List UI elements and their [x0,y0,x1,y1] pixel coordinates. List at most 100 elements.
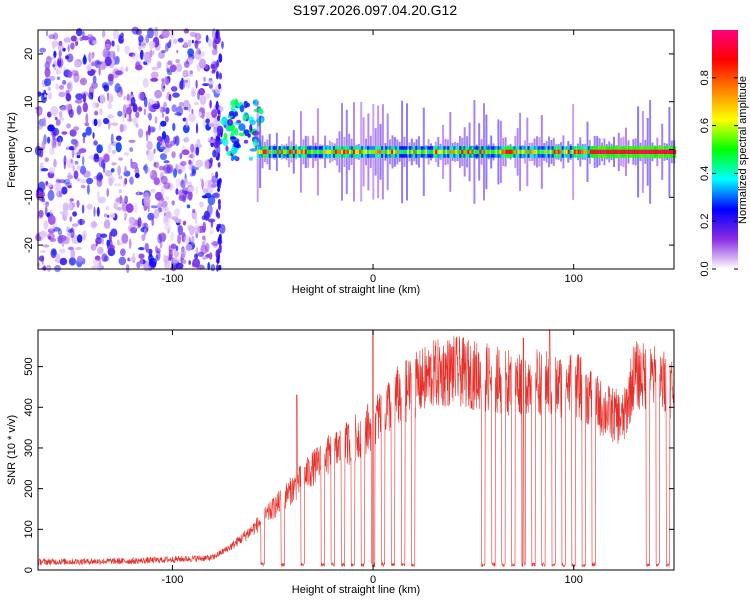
spectrogram-cell [153,208,160,219]
spectrogram-cell [195,159,204,168]
spectrogram-cell [154,116,158,124]
spectrogram-cell [182,220,187,226]
spectrogram-cell [521,149,524,154]
spectrogram-cell [182,259,187,265]
spectrogram-cell [639,149,643,154]
spectrogram-cell [55,83,59,90]
spectrogram-cell [662,149,665,154]
spectrogram-cell [209,228,214,235]
spectrogram-cell [107,114,114,119]
spectrogram-cell [211,172,215,179]
spectrogram-cell [51,40,59,47]
spectrogram-cell [142,77,149,88]
spectrogram-cell [178,80,186,90]
spectrogram-cell [455,149,458,154]
spectrogram-cell [134,172,140,179]
spectrogram-cell [128,139,136,143]
spectrogram-cell [226,119,234,126]
spectrogram-cell [151,128,155,133]
spectrogram-cell [330,149,334,154]
spectrogram-cell [103,219,111,230]
spectrogram-cell [215,29,219,39]
spectrogram-cell [135,111,140,118]
spectrogram-cell [253,139,258,148]
spectrogram-cell [137,190,140,196]
spectrogram-cell [58,234,67,242]
spectrogram-cell [155,245,158,254]
snr-y-tick-label: 0 [23,567,35,573]
snr-x-ticks: -100 0 100 [161,330,583,586]
spectrogram-cell [163,164,171,174]
spectrogram-cell [256,149,259,154]
spectrogram-cell [89,40,92,45]
spectrogram-cell [615,149,618,154]
spectrogram-cell [76,255,83,263]
spectrogram-cell [86,65,92,72]
spectrogram-cell [107,103,113,110]
spectrogram-cell [185,243,193,252]
spectrogram-cell [110,122,119,126]
spectrogram-cell [173,249,179,258]
spectrogram-cell [183,61,190,68]
spectrogram-cell [188,159,192,165]
spectrogram-cell [138,247,145,251]
spectrogram-cell [157,233,163,244]
snr-x-label: Height of straight line (km) [292,584,420,596]
spectrogram-cell [613,149,616,154]
spectrogram-x-ticks: -100 0 100 [161,30,583,285]
spectrogram-cell [233,141,240,148]
spectrogram-cell [475,149,478,154]
spectrogram-cell [201,179,204,190]
spectrogram-cell [469,149,472,154]
spectrogram-cell [122,111,125,122]
spectrogram-cell [96,144,103,154]
spectrogram-cell [199,144,203,148]
spectrogram-cell [117,165,121,176]
spectrogram-cell [220,118,228,126]
spectrogram-cell [205,34,209,43]
spectrogram-cell [222,138,229,147]
spectrogram-cell [395,149,398,154]
spectrogram-cell [160,146,166,150]
spectrogram-cell [183,41,188,48]
spectrogram-cell [278,149,281,154]
spectrogram-y-tick-label: 0 [23,146,35,152]
spectrogram-cell [82,93,87,103]
spectrogram-cell [125,203,134,213]
spectrogram-cell [67,185,72,189]
spectrogram-cell [201,256,209,260]
spectrogram-cell [182,117,187,122]
spectrogram-cell [221,41,224,49]
spectrogram-cell [133,203,139,214]
spectrogram-cell [419,149,422,154]
spectrogram-cell [188,113,196,123]
spectrogram-cell [579,149,582,154]
spectrogram-cell [531,149,534,154]
snr-y-tick-label: 200 [23,479,35,497]
spectrogram-cell [643,149,647,154]
spectrogram-cell [621,149,624,154]
spectrogram-cell [167,60,173,66]
spectrogram-cell [123,95,127,101]
spectrogram-cell [108,177,114,187]
spectrogram-cell [435,149,438,154]
spectrogram-cell [310,149,314,154]
colorbar-tick-label: 0.2 [699,214,711,229]
spectrogram-cell [98,256,101,267]
spectrogram-cell [53,60,57,71]
spectrogram-cell [183,106,189,110]
spectrogram-cell [42,117,47,127]
spectrogram-cell [77,234,83,243]
spectrogram-cell [95,240,98,247]
spectrogram-cell [207,80,214,85]
spectrogram-cell [545,149,548,154]
spectrogram-cell [184,136,190,143]
spectrogram-cell [246,102,251,108]
spectrogram-cell [70,42,75,50]
spectrogram-cell [463,149,466,154]
spectrogram-cell [549,149,552,154]
spectrogram-cell [153,26,159,38]
spectrogram-cell [248,156,253,161]
spectrogram-cell [66,123,71,129]
spectrogram-cell [153,177,160,186]
